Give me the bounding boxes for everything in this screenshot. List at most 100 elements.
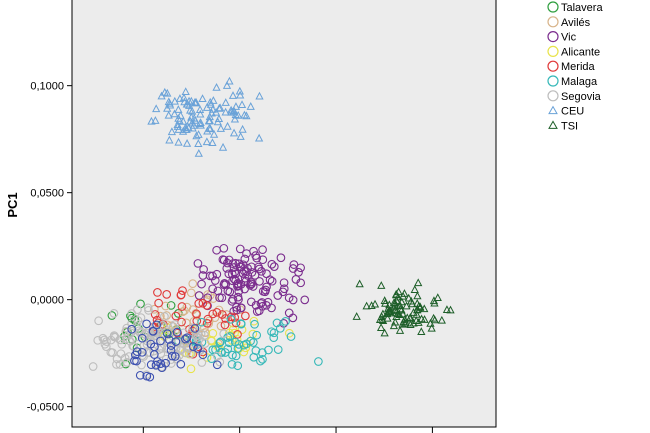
data-point bbox=[236, 132, 245, 140]
data-point bbox=[165, 135, 174, 144]
data-point bbox=[208, 294, 218, 303]
data-point bbox=[171, 311, 181, 321]
data-point bbox=[398, 309, 407, 318]
data-point bbox=[191, 327, 200, 337]
data-point bbox=[196, 120, 205, 129]
data-point bbox=[446, 305, 455, 314]
data-point bbox=[221, 98, 230, 106]
data-point bbox=[221, 107, 230, 116]
legend-label: CEU bbox=[561, 106, 584, 118]
data-point bbox=[230, 114, 240, 123]
data-point bbox=[248, 282, 258, 291]
data-point bbox=[231, 351, 241, 361]
data-point bbox=[174, 137, 183, 146]
data-point bbox=[212, 83, 221, 91]
legend-label: TSI bbox=[561, 120, 578, 132]
data-point bbox=[228, 276, 237, 286]
data-point bbox=[189, 120, 198, 129]
data-point bbox=[273, 291, 283, 300]
data-point bbox=[230, 337, 240, 347]
data-point bbox=[132, 347, 142, 356]
data-point bbox=[181, 334, 190, 344]
data-point bbox=[197, 317, 207, 327]
data-point bbox=[152, 320, 162, 330]
data-point bbox=[279, 284, 289, 294]
data-point bbox=[192, 131, 201, 140]
data-point bbox=[170, 96, 179, 105]
data-point bbox=[161, 358, 170, 368]
data-point bbox=[398, 291, 408, 300]
data-point bbox=[209, 96, 218, 104]
data-point bbox=[136, 313, 146, 322]
data-point bbox=[241, 311, 250, 321]
data-point bbox=[181, 338, 191, 347]
data-point bbox=[121, 359, 131, 369]
data-point bbox=[275, 323, 285, 333]
data-point bbox=[198, 298, 208, 308]
data-point bbox=[227, 359, 237, 369]
data-point bbox=[210, 276, 220, 285]
data-point bbox=[195, 105, 205, 113]
data-point bbox=[194, 139, 203, 147]
data-point bbox=[242, 249, 251, 258]
data-point bbox=[230, 267, 239, 277]
data-point bbox=[143, 303, 153, 313]
data-point bbox=[215, 103, 225, 112]
data-point bbox=[221, 280, 231, 289]
data-point bbox=[215, 338, 225, 348]
data-point bbox=[156, 349, 166, 358]
data-point bbox=[267, 276, 277, 286]
data-point bbox=[437, 315, 446, 324]
data-point bbox=[112, 360, 121, 369]
data-point bbox=[188, 342, 198, 351]
data-point bbox=[300, 295, 310, 305]
data-point bbox=[258, 255, 268, 265]
legend-label: Avilés bbox=[561, 17, 591, 29]
data-point bbox=[154, 298, 163, 308]
data-point bbox=[396, 304, 405, 313]
legend-marker bbox=[547, 45, 559, 58]
data-point bbox=[137, 333, 147, 343]
data-point bbox=[394, 292, 403, 301]
data-point bbox=[188, 279, 198, 289]
legend-marker bbox=[547, 1, 559, 13]
data-point bbox=[158, 320, 168, 330]
data-point bbox=[213, 351, 222, 361]
data-point bbox=[233, 292, 243, 302]
data-point bbox=[247, 262, 256, 272]
data-point bbox=[173, 122, 182, 130]
data-point bbox=[258, 301, 267, 311]
data-point bbox=[420, 315, 429, 323]
data-point bbox=[132, 356, 141, 366]
y-tick-label: 0,0000 bbox=[30, 295, 64, 307]
data-point bbox=[184, 123, 193, 132]
data-point bbox=[276, 253, 286, 263]
data-point bbox=[269, 333, 279, 343]
data-point bbox=[216, 337, 225, 347]
data-point bbox=[377, 281, 386, 289]
data-point bbox=[355, 279, 364, 288]
data-point bbox=[154, 345, 164, 354]
data-point bbox=[207, 108, 216, 117]
legend-marker bbox=[547, 16, 559, 28]
data-point bbox=[229, 263, 239, 272]
data-point bbox=[247, 268, 257, 277]
data-point bbox=[269, 262, 279, 271]
data-point bbox=[218, 142, 228, 151]
data-point bbox=[246, 297, 256, 307]
data-point bbox=[416, 302, 425, 311]
data-point bbox=[252, 253, 262, 263]
data-point bbox=[286, 332, 296, 341]
data-point bbox=[236, 319, 246, 328]
data-point bbox=[190, 113, 199, 122]
data-point bbox=[227, 296, 237, 306]
data-point bbox=[237, 325, 247, 335]
y-axis-title: PC1 bbox=[5, 192, 20, 217]
data-point bbox=[194, 299, 204, 308]
data-point bbox=[149, 304, 159, 314]
data-point bbox=[208, 284, 217, 294]
data-point bbox=[219, 329, 229, 339]
data-point bbox=[385, 308, 395, 317]
data-point bbox=[190, 98, 200, 106]
data-point bbox=[231, 269, 240, 279]
